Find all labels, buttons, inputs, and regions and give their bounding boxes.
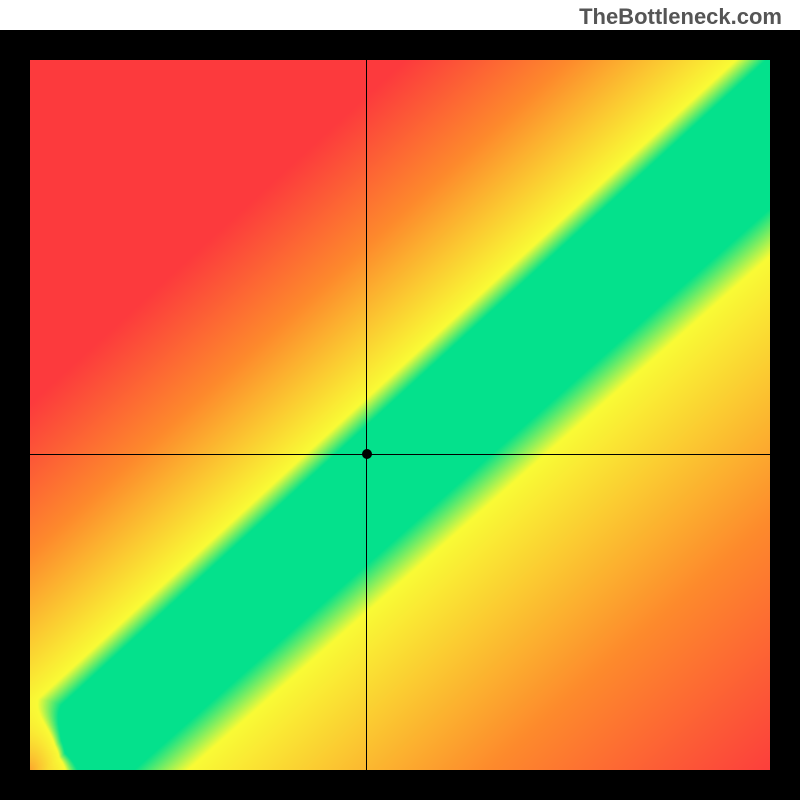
chart-frame [0,30,800,800]
chart-container: TheBottleneck.com [0,0,800,800]
crosshair-horizontal [30,454,770,455]
crosshair-marker [362,449,372,459]
attribution-text: TheBottleneck.com [579,4,782,30]
heatmap-canvas [30,60,770,770]
crosshair-vertical [366,60,367,770]
